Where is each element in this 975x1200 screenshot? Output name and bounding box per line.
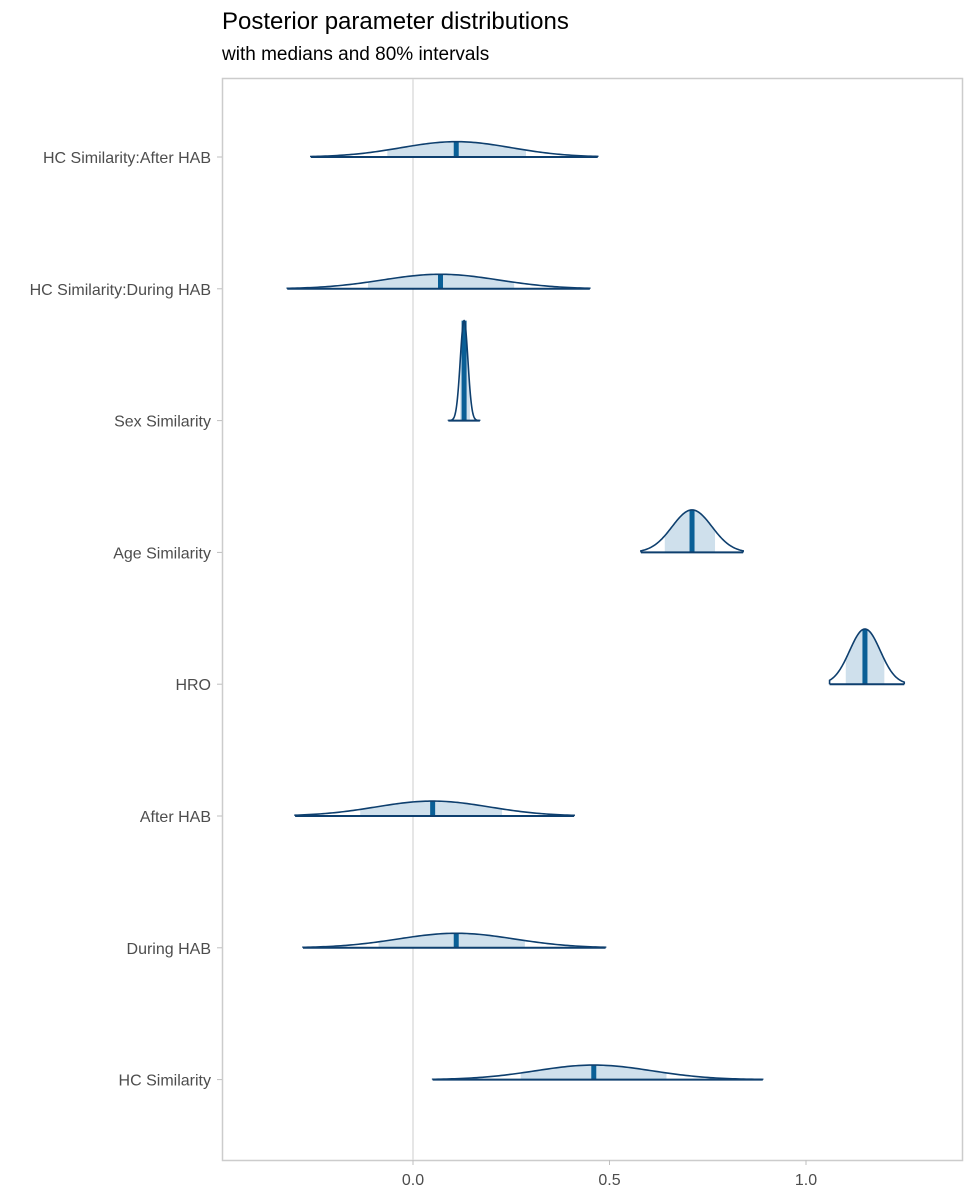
chart-title: Posterior parameter distributions [222, 8, 569, 35]
density-5 [828, 628, 906, 686]
density-4 [640, 509, 744, 554]
y-tick-label: HC Similarity:After HAB [43, 150, 211, 167]
y-tick-label: Sex Similarity [114, 414, 211, 431]
density-outline [828, 628, 906, 685]
density-8 [431, 1064, 764, 1081]
panel-border [221, 77, 964, 1162]
density-3 [447, 319, 481, 422]
x-tick-label: 0.5 [598, 1172, 620, 1189]
density-outline [286, 273, 591, 290]
y-tick-label: HC Similarity [119, 1073, 211, 1090]
x-tick-label: 1.0 [795, 1172, 817, 1189]
density-outline [310, 140, 599, 158]
interval-fill [378, 933, 525, 948]
density-outline [447, 319, 481, 422]
x-tick-label: 0.0 [402, 1172, 424, 1189]
chart-subtitle: with medians and 80% intervals [222, 44, 490, 65]
density-6 [294, 800, 575, 817]
density-outline [302, 932, 607, 949]
density-outline [294, 800, 575, 817]
density-1 [310, 140, 599, 158]
density-outline [431, 1064, 764, 1081]
density-outline [640, 509, 744, 553]
y-tick-label: HC Similarity:During HAB [30, 282, 211, 299]
y-tick-label: After HAB [140, 809, 211, 826]
density-7 [302, 932, 607, 949]
y-tick-label: Age Similarity [113, 545, 211, 562]
density-2 [286, 273, 591, 290]
y-tick-label: During HAB [127, 941, 211, 958]
y-tick-label: HRO [175, 677, 211, 694]
